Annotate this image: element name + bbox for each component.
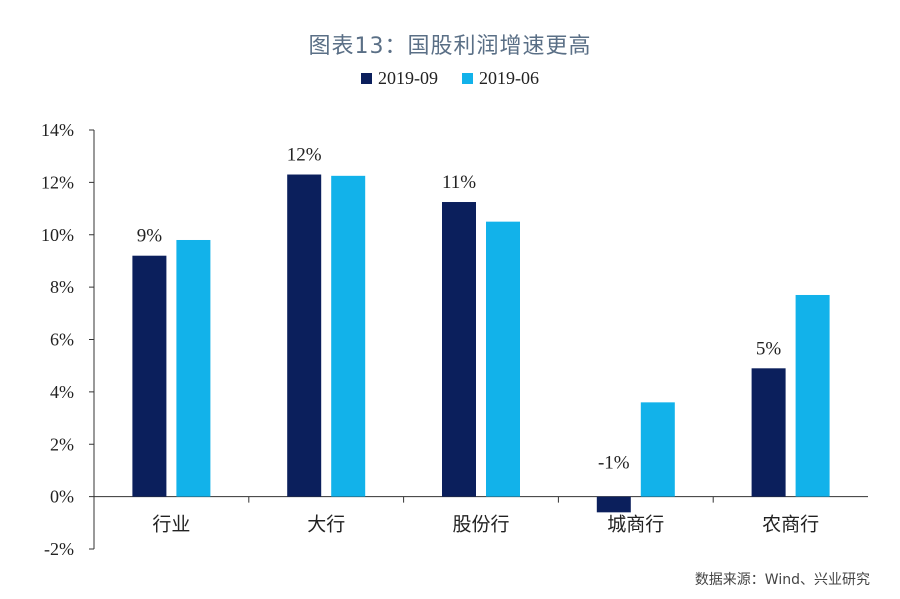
y-tick-label: 6% xyxy=(50,330,74,350)
data-label: 12% xyxy=(287,145,322,166)
y-tick-label: 4% xyxy=(50,382,74,402)
legend-item-series-2: 2019-06 xyxy=(462,68,539,89)
y-tick-label: 10% xyxy=(41,225,74,245)
data-label: 11% xyxy=(442,172,476,193)
bar-series-1 xyxy=(132,255,167,497)
y-tick-label: 0% xyxy=(50,487,74,507)
bar-series-2 xyxy=(176,239,211,497)
y-tick-label: 2% xyxy=(50,434,74,454)
bar-series-1 xyxy=(442,202,476,497)
bar-series-1 xyxy=(596,496,631,513)
x-tick-label: 城商行 xyxy=(607,514,664,536)
x-tick-label: 行业 xyxy=(152,514,190,536)
x-tick-label: 大行 xyxy=(307,514,345,536)
bar-series-2 xyxy=(640,402,675,497)
source-note: 数据来源：Wind、兴业研究 xyxy=(694,572,870,588)
data-label: 9% xyxy=(137,226,163,247)
bar-series-2 xyxy=(795,294,830,497)
legend: 2019-09 2019-06 xyxy=(0,68,900,89)
y-tick-label: -2% xyxy=(44,539,74,559)
bar-series-1 xyxy=(751,368,786,497)
x-tick-label: 股份行 xyxy=(452,514,509,536)
legend-swatch-series-1 xyxy=(361,73,372,84)
legend-swatch-series-2 xyxy=(462,73,473,84)
chart-title: 图表13：国股利润增速更高 xyxy=(308,34,592,59)
bar-series-2 xyxy=(486,221,520,497)
y-tick-label: 8% xyxy=(50,277,74,297)
legend-label-series-2: 2019-06 xyxy=(479,68,539,88)
bar-series-1 xyxy=(287,174,322,497)
data-label: 5% xyxy=(756,338,782,359)
y-tick-label: 12% xyxy=(41,172,74,192)
legend-label-series-1: 2019-09 xyxy=(378,68,438,88)
y-tick-label: 14% xyxy=(41,120,74,140)
legend-item-series-1: 2019-09 xyxy=(361,68,438,89)
data-label: -1% xyxy=(598,453,630,474)
bar-series-2 xyxy=(331,175,366,497)
x-tick-label: 农商行 xyxy=(762,514,819,536)
